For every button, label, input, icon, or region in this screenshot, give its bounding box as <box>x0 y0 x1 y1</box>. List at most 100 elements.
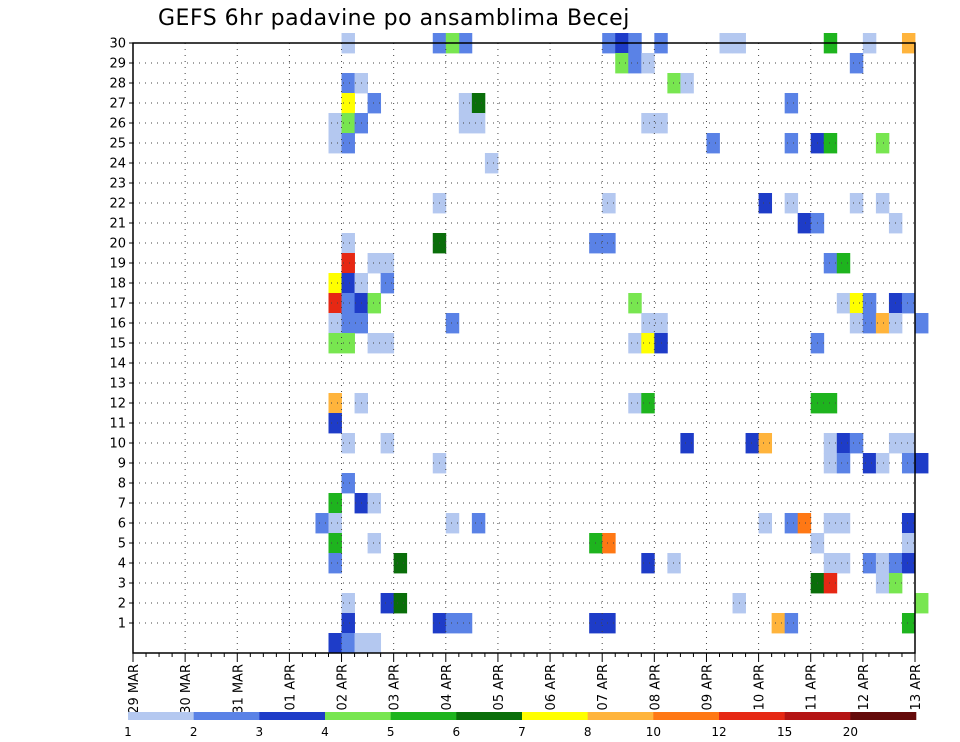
data-cell <box>862 453 877 474</box>
y-tick-label: 2 <box>118 597 126 612</box>
chart-title: GEFS 6hr padavine po ansamblima Becej <box>158 6 630 31</box>
data-cell <box>471 513 486 534</box>
legend-swatch <box>128 712 194 720</box>
x-tick-label: 30 MAR <box>179 664 194 714</box>
y-tick-label: 5 <box>118 537 126 552</box>
y-tick-label: 23 <box>109 177 126 192</box>
data-cell <box>328 513 342 534</box>
data-cell <box>849 53 864 74</box>
data-cell <box>784 613 799 634</box>
data-cell <box>875 553 890 574</box>
y-tick-label: 6 <box>118 517 126 532</box>
data-cell <box>641 553 655 574</box>
data-cell <box>458 93 473 114</box>
data-cell <box>641 313 655 334</box>
data-cell <box>367 293 382 314</box>
data-cell <box>341 473 355 494</box>
data-cell <box>328 413 342 434</box>
data-cell <box>380 253 395 274</box>
x-tick-label: 08 APR <box>648 664 663 710</box>
data-cell <box>367 633 382 654</box>
data-cell <box>328 533 342 554</box>
legend-swatch <box>325 712 391 720</box>
data-cell <box>836 553 851 574</box>
data-cell <box>823 453 838 474</box>
data-cell <box>915 453 929 474</box>
data-cell <box>393 553 408 574</box>
y-tick-label: 4 <box>118 557 126 572</box>
data-cell <box>341 333 355 354</box>
data-cell <box>341 133 355 154</box>
legend-swatch <box>390 712 457 720</box>
data-cell <box>445 313 460 334</box>
data-cell <box>328 333 342 354</box>
data-cell <box>758 433 773 454</box>
data-cell <box>641 53 655 74</box>
legend-swatch <box>259 712 326 720</box>
x-tick-label: 04 APR <box>440 664 455 710</box>
x-tick-label: 10 APR <box>753 664 768 710</box>
data-cell <box>628 393 642 414</box>
data-cell <box>328 293 342 314</box>
data-cell <box>328 393 342 414</box>
data-cell <box>797 513 812 534</box>
y-tick-label: 18 <box>109 277 126 292</box>
y-tick-label: 16 <box>109 317 126 332</box>
data-cell <box>641 333 655 354</box>
data-cell <box>901 513 916 534</box>
color-legend: 1 2 3 4 5 6 7 8 10 12 15 20 <box>124 712 917 739</box>
data-cell <box>667 553 681 574</box>
data-cell <box>836 453 851 474</box>
data-cell <box>328 313 342 334</box>
data-cell <box>602 613 616 634</box>
legend-swatch <box>587 712 654 720</box>
y-tick-label: 25 <box>109 137 126 152</box>
data-cell <box>680 73 694 94</box>
data-cell <box>745 433 759 454</box>
y-tick-label: 20 <box>109 237 126 252</box>
legend-label: 7 <box>518 725 526 739</box>
legend-label: 2 <box>190 725 198 739</box>
y-tick-label: 29 <box>109 57 126 72</box>
data-cell <box>458 613 473 634</box>
data-cell <box>393 593 408 614</box>
data-cell <box>615 53 629 74</box>
data-cell <box>328 553 342 574</box>
data-cell <box>836 253 851 274</box>
data-cell <box>875 313 890 334</box>
data-cells <box>315 33 929 654</box>
data-cell <box>341 593 355 614</box>
data-cell <box>901 553 916 574</box>
x-tick-label: 01 APR <box>283 664 298 710</box>
data-cell <box>471 93 486 114</box>
data-cell <box>602 193 616 214</box>
data-cell <box>341 293 355 314</box>
y-tick-label: 24 <box>109 157 126 172</box>
data-cell <box>849 313 864 334</box>
data-cell <box>680 433 694 454</box>
data-cell <box>328 493 342 514</box>
y-tick-label: 26 <box>109 117 126 132</box>
data-cell <box>667 73 681 94</box>
y-tick-label: 9 <box>118 457 126 472</box>
legend-label: 8 <box>584 725 592 739</box>
legend-swatch <box>456 712 523 720</box>
data-cell <box>784 513 799 534</box>
data-cell <box>341 93 355 114</box>
data-cell <box>367 93 382 114</box>
legend-swatch <box>850 712 917 720</box>
y-tick-label: 19 <box>109 257 126 272</box>
data-cell <box>341 273 355 294</box>
data-cell <box>380 333 395 354</box>
y-tick-label: 14 <box>109 357 126 372</box>
data-cell <box>367 493 382 514</box>
legend-label: 5 <box>387 725 395 739</box>
data-cell <box>862 313 877 334</box>
data-cell <box>341 633 355 654</box>
data-cell <box>901 613 916 634</box>
x-tick-label: 09 APR <box>700 664 715 710</box>
data-cell <box>602 533 616 554</box>
data-cell <box>901 433 916 454</box>
data-cell <box>862 293 877 314</box>
